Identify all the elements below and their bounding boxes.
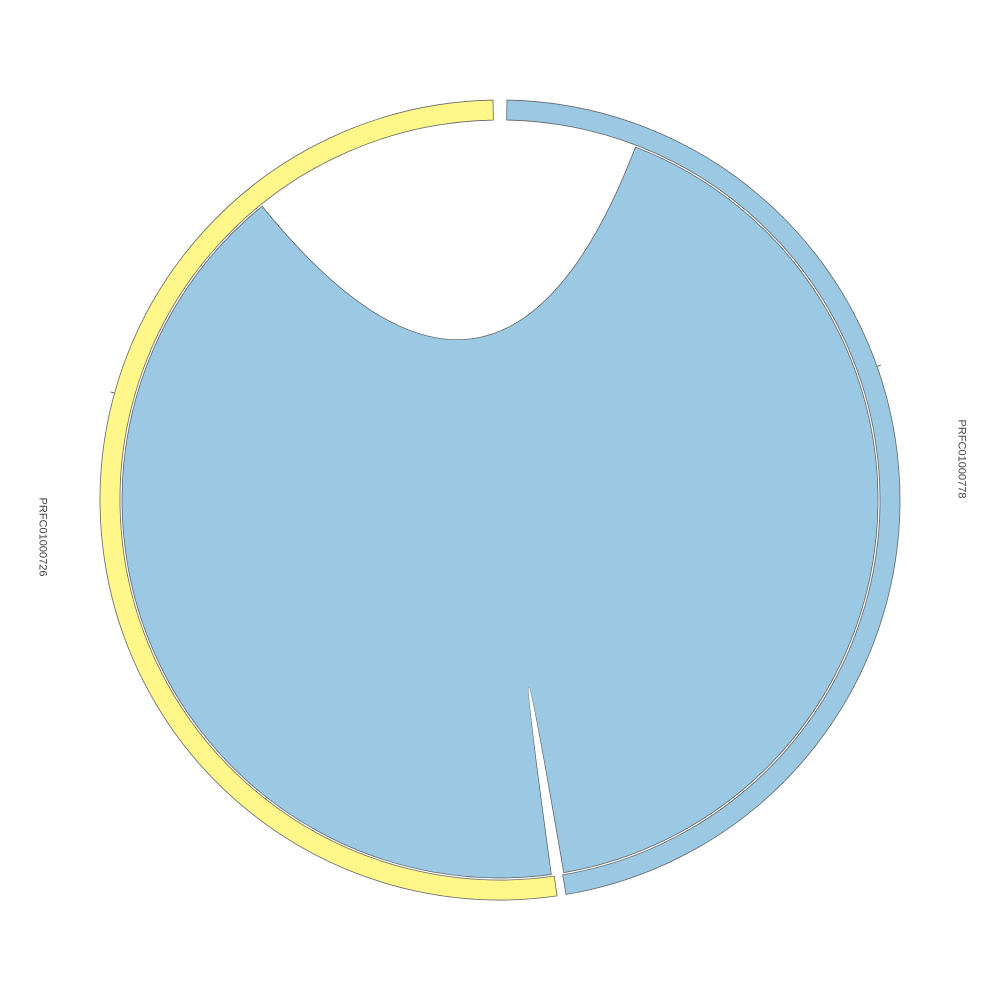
tick-1 — [110, 391, 115, 394]
sector-label-0: PRFC01000778 — [955, 419, 968, 499]
sector-label-1: PRFC01000726 — [36, 497, 49, 577]
chord-link-0 — [121, 146, 879, 879]
tick-0 — [876, 364, 881, 367]
sector-arc-0 — [506, 99, 901, 895]
sector-arc-1 — [99, 99, 558, 901]
